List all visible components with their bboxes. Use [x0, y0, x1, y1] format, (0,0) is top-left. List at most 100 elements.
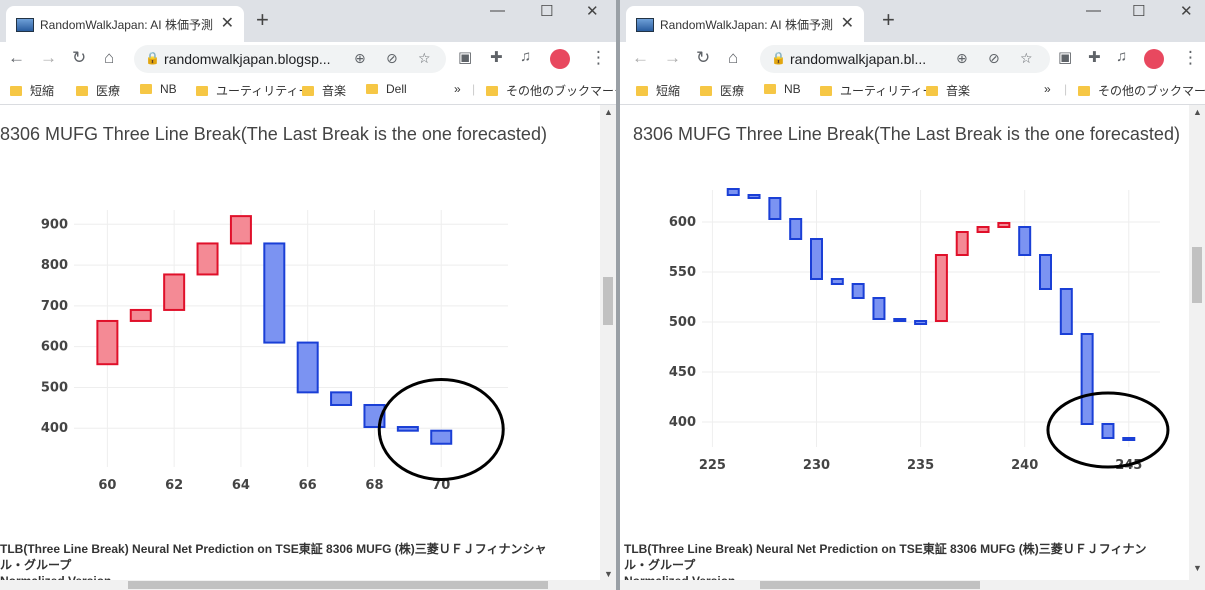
- down-brick: [1101, 423, 1115, 439]
- zoom-icon[interactable]: ⊕: [956, 50, 968, 66]
- folder-icon: [700, 86, 712, 96]
- home-icon[interactable]: ⌂: [104, 48, 115, 67]
- reload-icon[interactable]: ↻: [72, 48, 87, 67]
- minimize-icon[interactable]: —: [490, 2, 505, 19]
- vertical-scrollbar[interactable]: ▲ ▼: [1189, 105, 1205, 590]
- down-brick: [1059, 288, 1073, 335]
- new-tab-button[interactable]: +: [256, 7, 269, 32]
- horizontal-scrollbar[interactable]: [0, 580, 600, 590]
- avatar[interactable]: [1144, 49, 1164, 69]
- bookmark-item[interactable]: Dell: [366, 82, 407, 96]
- maximize-icon[interactable]: ☐: [1132, 3, 1146, 20]
- tab-title: RandomWalkJapan: AI 株価予測: [660, 18, 833, 32]
- folder-icon: [196, 86, 208, 96]
- up-brick: [196, 242, 219, 276]
- scroll-down-icon[interactable]: ▼: [604, 569, 613, 579]
- other-bookmarks[interactable]: その他のブックマーク: [486, 82, 616, 99]
- forward-icon[interactable]: →: [40, 48, 57, 67]
- bookmarks-overflow-icon[interactable]: »: [1044, 82, 1051, 96]
- caption-line: TLB(Three Line Break) Neural Net Predict…: [624, 542, 1147, 556]
- scrollbar-thumb[interactable]: [603, 277, 613, 325]
- up-brick: [955, 231, 969, 256]
- scroll-down-icon[interactable]: ▼: [1193, 563, 1202, 573]
- window-divider: [616, 0, 620, 590]
- star-icon[interactable]: ☆: [1020, 50, 1033, 66]
- down-brick: [914, 320, 928, 325]
- minimize-icon[interactable]: —: [1086, 2, 1101, 19]
- folder-icon: [366, 84, 378, 94]
- lock-icon: 🔒: [771, 51, 786, 65]
- horizontal-scrollbar[interactable]: [620, 580, 1189, 590]
- folder-icon: [926, 86, 938, 96]
- extensions-icon[interactable]: ✚: [490, 49, 503, 66]
- eye-off-icon[interactable]: ⊘: [386, 50, 398, 66]
- folder-icon: [636, 86, 648, 96]
- close-tab-icon[interactable]: ✕: [220, 15, 234, 32]
- reload-icon[interactable]: ↻: [696, 48, 711, 67]
- bookmark-item[interactable]: NB: [764, 82, 801, 96]
- folder-icon: [486, 86, 498, 96]
- maximize-icon[interactable]: ☐: [540, 3, 554, 20]
- home-icon[interactable]: ⌂: [728, 48, 739, 67]
- new-tab-button[interactable]: +: [882, 7, 895, 32]
- media-control-icon[interactable]: ♫: [520, 48, 532, 65]
- y-tick-label: 400: [41, 421, 68, 436]
- scroll-up-icon[interactable]: ▲: [1193, 107, 1202, 117]
- browser-window-right: RandomWalkJapan: AI 株価予測 ✕ + — ☐ ✕ ← → ↻…: [620, 0, 1205, 590]
- down-brick: [726, 188, 740, 196]
- bookmarks-overflow-icon[interactable]: »: [454, 82, 461, 96]
- avatar[interactable]: [550, 49, 570, 69]
- zoom-icon[interactable]: ⊕: [354, 50, 366, 66]
- extensions-icon[interactable]: ✚: [1088, 49, 1101, 66]
- forecast-circle-annotation: [1046, 391, 1170, 469]
- menu-icon[interactable]: ⋮: [590, 48, 607, 67]
- site-favicon-icon: [16, 18, 34, 32]
- close-window-icon[interactable]: ✕: [586, 3, 599, 20]
- bookmark-item[interactable]: 音楽: [926, 82, 970, 99]
- vertical-scrollbar[interactable]: ▲ ▼: [600, 105, 616, 590]
- back-icon[interactable]: ←: [8, 48, 25, 67]
- scroll-up-icon[interactable]: ▲: [604, 107, 613, 117]
- close-window-icon[interactable]: ✕: [1180, 3, 1193, 20]
- bookmark-item[interactable]: ユーティリティー: [196, 82, 311, 99]
- bookmark-item[interactable]: 医療: [700, 82, 744, 99]
- scrollbar-thumb[interactable]: [1192, 247, 1202, 303]
- close-tab-icon[interactable]: ✕: [840, 15, 854, 32]
- folder-icon: [10, 86, 22, 96]
- bookmark-item[interactable]: 医療: [76, 82, 120, 99]
- line-extension-icon[interactable]: ▣: [1058, 49, 1073, 66]
- bookmark-item[interactable]: 短縮: [10, 82, 54, 99]
- tab-strip: RandomWalkJapan: AI 株価予測 ✕ + — ☐ ✕: [620, 0, 1205, 42]
- browser-tab[interactable]: RandomWalkJapan: AI 株価予測 ✕: [6, 6, 244, 42]
- x-tick-label: 230: [803, 458, 830, 473]
- menu-icon[interactable]: ⋮: [1182, 48, 1199, 67]
- scrollbar-thumb[interactable]: [760, 581, 980, 589]
- down-brick: [747, 194, 761, 199]
- folder-icon: [76, 86, 88, 96]
- scrollbar-thumb[interactable]: [128, 581, 548, 589]
- down-brick: [768, 197, 782, 220]
- eye-off-icon[interactable]: ⊘: [988, 50, 1000, 66]
- browser-tab[interactable]: RandomWalkJapan: AI 株価予測 ✕: [626, 6, 864, 42]
- folder-icon: [1078, 86, 1090, 96]
- page-viewport: 8306 MUFG Three Line Break(The Last Brea…: [620, 105, 1187, 590]
- forward-icon[interactable]: →: [664, 48, 681, 67]
- bookmark-item[interactable]: 短縮: [636, 82, 680, 99]
- media-control-icon[interactable]: ♫: [1116, 48, 1128, 65]
- address-bar[interactable]: 🔒 randomwalkjapan.bl... ⊕ ⊘ ☆: [760, 45, 1050, 73]
- bookmarks-bar: 短縮 医療 NB ユーティリティー 音楽 Dell » | その他のブックマーク: [0, 76, 616, 105]
- bookmark-item[interactable]: ユーティリティー: [820, 82, 935, 99]
- y-tick-label: 800: [41, 258, 68, 273]
- x-tick-label: 240: [1011, 458, 1038, 473]
- star-icon[interactable]: ☆: [418, 50, 431, 66]
- up-brick: [229, 215, 252, 245]
- up-brick: [976, 226, 990, 233]
- line-extension-icon[interactable]: ▣: [458, 49, 473, 66]
- address-bar[interactable]: 🔒 randomwalkjapan.blogsp... ⊕ ⊘ ☆: [134, 45, 446, 73]
- bookmark-item[interactable]: 音楽: [302, 82, 346, 99]
- tab-strip: RandomWalkJapan: AI 株価予測 ✕ + — ☐ ✕: [0, 0, 616, 42]
- bookmark-item[interactable]: NB: [140, 82, 177, 96]
- other-bookmarks[interactable]: その他のブックマーク: [1078, 82, 1205, 99]
- back-icon[interactable]: ←: [632, 48, 649, 67]
